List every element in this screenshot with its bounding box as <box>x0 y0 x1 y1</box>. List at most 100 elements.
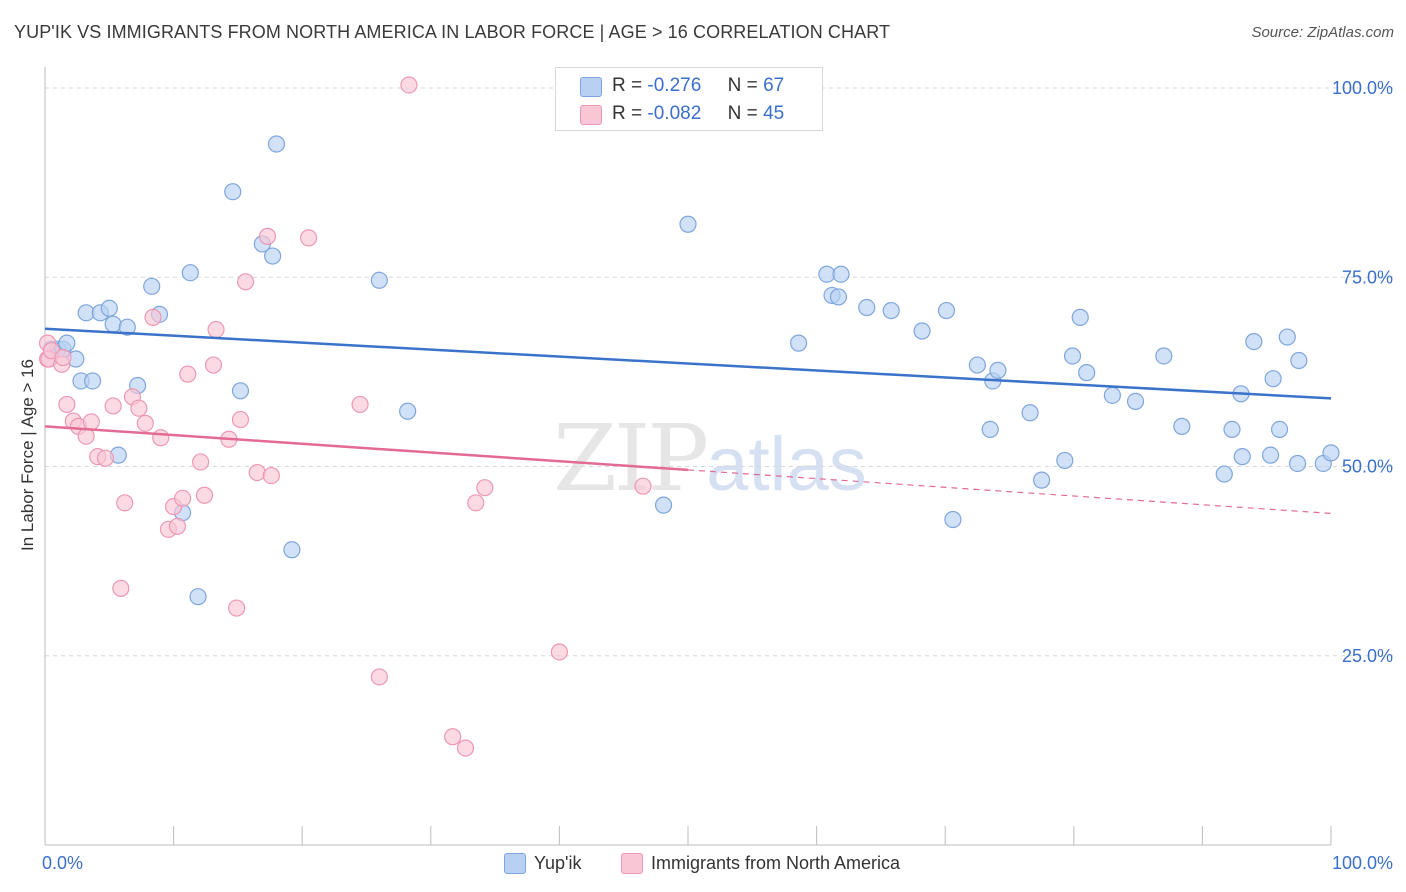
yupik-point <box>1261 446 1280 464</box>
yupik-point <box>1071 308 1089 326</box>
yupik-legend-swatch <box>504 853 526 874</box>
yupik-point <box>264 247 282 265</box>
immigrants-point <box>300 229 318 247</box>
yupik-point <box>1270 420 1289 439</box>
immigrants-point <box>476 479 494 497</box>
n-value: 67 <box>763 75 785 96</box>
immigrants-point <box>634 477 652 495</box>
yupik-legend-label: Yup'ik <box>534 853 582 873</box>
yupik-point <box>283 541 301 559</box>
immigrants-legend-swatch <box>621 853 643 874</box>
r-value: -0.276 <box>647 75 702 96</box>
n-label: N = <box>727 75 758 96</box>
immigrants-point <box>192 453 210 471</box>
yupik-point <box>231 382 250 400</box>
yupik-point <box>1233 448 1251 466</box>
immigrants-point <box>82 413 100 431</box>
yupik-point <box>143 277 161 295</box>
yupik-point <box>1245 332 1263 351</box>
immigrants-point <box>207 320 225 339</box>
yupik-point <box>989 361 1007 379</box>
yupik-point <box>937 301 956 320</box>
immigrants-point <box>104 397 122 415</box>
yupik-point <box>944 510 962 529</box>
yupik-point <box>83 372 102 390</box>
yupik-point <box>858 298 876 317</box>
x-tick-label-min: 0.0% <box>42 853 83 873</box>
r-label: R = <box>612 103 643 124</box>
watermark: ZIPatlas <box>553 405 867 512</box>
y-tick-label: 100.0% <box>1332 78 1393 98</box>
immigrants-point <box>456 739 475 757</box>
immigrants-point <box>54 348 72 367</box>
immigrants-point <box>168 517 187 535</box>
immigrants-point <box>152 429 170 447</box>
immigrants-point <box>237 273 255 291</box>
immigrants-point <box>262 466 280 485</box>
yupik-swatch <box>580 77 602 97</box>
immigrants-point <box>174 489 192 507</box>
immigrants-trend-line-extrapolated <box>687 469 1332 515</box>
yupik-point <box>1264 370 1282 388</box>
chart-title: YUP'IK VS IMMIGRANTS FROM NORTH AMERICA … <box>14 22 891 42</box>
yupik-point <box>981 420 999 439</box>
yupik-point <box>789 334 808 352</box>
yupik-point <box>1103 386 1121 404</box>
yupik-point <box>1021 404 1039 422</box>
immigrants-point <box>248 463 266 482</box>
immigrants-point <box>204 356 223 374</box>
immigrants-point <box>351 395 369 414</box>
yupik-point <box>181 264 199 282</box>
yupik-point <box>1063 347 1082 365</box>
watermark-zip: ZIP <box>553 405 709 512</box>
immigrants-point <box>550 643 569 661</box>
yupik-point <box>913 322 931 340</box>
immigrants-point <box>136 414 154 432</box>
yupik-point <box>654 496 673 514</box>
yupik-point <box>1173 417 1191 435</box>
yupik-point <box>1215 465 1233 483</box>
r-label: R = <box>612 75 643 96</box>
yupik-point <box>104 315 122 333</box>
immigrants-trend-line <box>44 425 689 472</box>
stats-legend: R = -0.276 N = 67 R = -0.082 N = 45 <box>555 67 823 131</box>
x-tick-label-max: 100.0% <box>1332 853 1393 873</box>
yupik-point <box>1290 351 1308 370</box>
immigrants-swatch <box>580 105 602 125</box>
y-tick-label: 75.0% <box>1342 267 1393 287</box>
y-tick-label: 25.0% <box>1342 646 1393 666</box>
yupik-point <box>267 135 286 153</box>
immigrants-point <box>444 728 462 746</box>
yupik-point <box>679 215 697 233</box>
yupik-point <box>1155 347 1173 365</box>
yupik-point <box>882 301 900 320</box>
yupik-point <box>1056 451 1074 470</box>
immigrants-point <box>370 668 388 686</box>
immigrants-point <box>130 399 148 417</box>
immigrants-point <box>228 599 246 617</box>
n-label: N = <box>727 103 758 124</box>
watermark-atlas: atlas <box>706 422 867 507</box>
yupik-point <box>832 265 850 283</box>
immigrants-point <box>400 76 418 94</box>
n-value: 45 <box>763 103 785 124</box>
immigrants-point <box>179 365 197 383</box>
source-label: Source: ZipAtlas.com <box>1251 24 1394 41</box>
immigrants-point <box>112 579 130 597</box>
r-value: -0.082 <box>647 103 702 124</box>
yupik-point <box>118 318 136 336</box>
immigrants-legend-label: Immigrants from North America <box>651 853 901 873</box>
yupik-point <box>1033 471 1051 489</box>
yupik-point <box>100 299 118 317</box>
immigrants-point <box>116 494 134 512</box>
yupik-point <box>399 402 417 420</box>
yupik-point <box>1126 392 1145 410</box>
yupik-point <box>829 288 848 306</box>
immigrants-point <box>195 486 214 504</box>
immigrants-point <box>58 395 76 414</box>
yupik-point <box>224 183 242 201</box>
immigrants-point <box>231 410 250 429</box>
yupik-point <box>968 356 986 374</box>
immigrants-point <box>467 494 485 512</box>
